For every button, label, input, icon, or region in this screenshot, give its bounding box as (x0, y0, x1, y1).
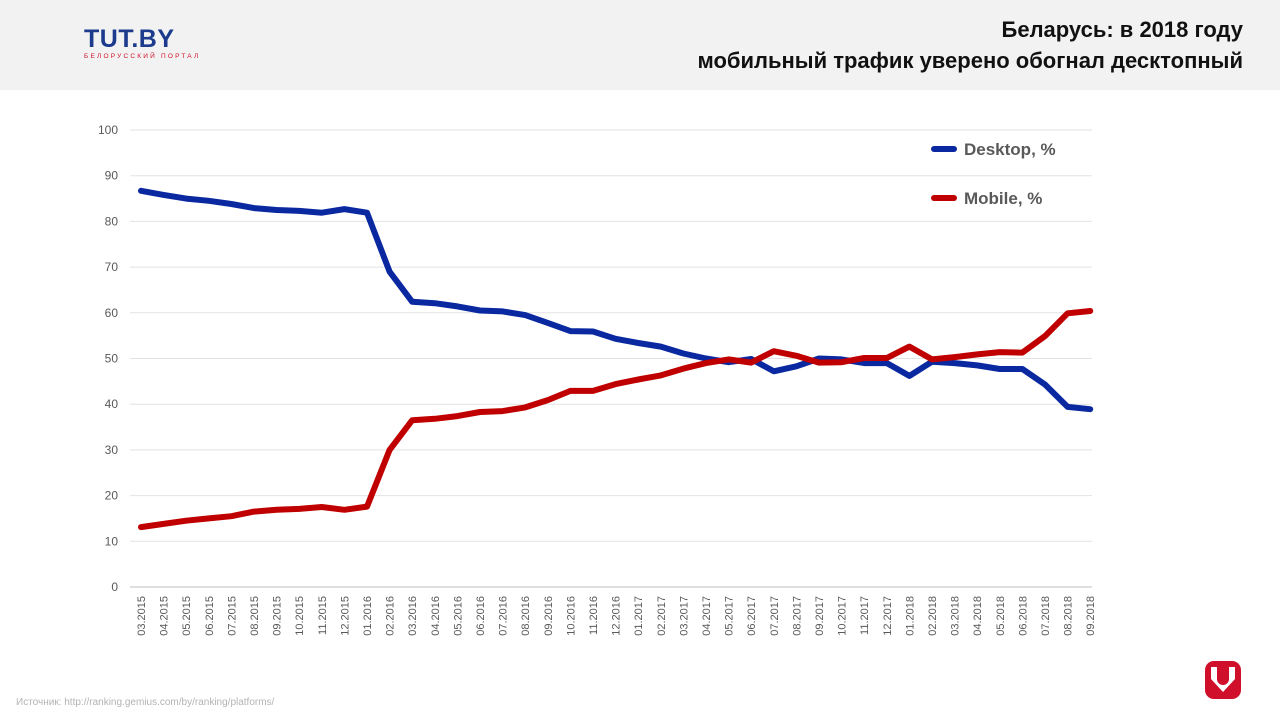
x-tick-label: 05.2015 (181, 596, 193, 636)
x-tick-label: 12.2015 (339, 596, 351, 636)
x-tick-label: 09.2015 (272, 596, 284, 636)
y-tick-label: 10 (105, 534, 119, 548)
x-tick-label: 06.2018 (1017, 596, 1029, 636)
x-tick-label: 11.2015 (317, 596, 329, 635)
y-tick-label: 0 (111, 580, 118, 594)
x-tick-label: 07.2016 (498, 596, 510, 636)
x-tick-label: 03.2015 (136, 596, 148, 636)
line-chart: 0 10 20 30 40 50 60 70 80 90 100 03.2015 04.2015 05.… (98, 123, 1097, 636)
grid-lines (130, 129, 1092, 588)
x-tick-label: 07.2017 (769, 596, 781, 636)
y-tick-label: 50 (105, 352, 119, 366)
y-tick-label: 100 (98, 123, 118, 137)
x-tick-label: 09.2017 (814, 596, 826, 636)
tutby-logo[interactable]: TUT.BY БЕЛОРУССКИЙ ПОРТАЛ (84, 26, 214, 66)
x-tick-label: 11.2017 (859, 596, 871, 635)
x-tick-label: 05.2018 (995, 596, 1007, 636)
y-tick-label: 70 (105, 260, 119, 274)
x-tick-label: 05.2016 (452, 596, 464, 636)
x-tick-label: 07.2018 (1040, 596, 1052, 636)
y-tick-label: 40 (105, 397, 119, 411)
x-tick-label: 02.2016 (385, 596, 397, 636)
x-tick-labels: 03.2015 04.2015 05.2015 06.2015 07.2015 08.20… (136, 596, 1097, 636)
x-tick-label: 01.2018 (904, 596, 916, 636)
x-tick-label: 03.2017 (678, 596, 690, 636)
x-tick-label: 08.2016 (520, 596, 532, 636)
x-tick-label: 06.2015 (204, 596, 216, 636)
x-tick-label: 01.2016 (362, 596, 374, 636)
x-tick-label: 03.2018 (950, 596, 962, 636)
y-tick-label: 90 (105, 169, 119, 183)
x-tick-label: 04.2015 (159, 596, 171, 636)
source-note: Источник: http://ranking.gemius.com/by/r… (16, 697, 275, 708)
x-tick-label: 02.2018 (927, 596, 939, 636)
logo-text: TUT.BY (84, 25, 175, 53)
x-tick-label: 08.2018 (1063, 596, 1075, 636)
x-tick-label: 03.2016 (407, 596, 419, 636)
x-tick-label: 04.2018 (972, 596, 984, 636)
x-tick-label: 10.2015 (294, 596, 306, 636)
y-tick-labels: 0 10 20 30 40 50 60 70 80 90 100 (98, 123, 118, 594)
series-line-mobile (138, 308, 1094, 531)
logo-subtitle: БЕЛОРУССКИЙ ПОРТАЛ (84, 53, 201, 60)
page-title-line-2: мобильный трафик уверено обогнал десктоп… (697, 48, 1243, 73)
x-tick-label: 12.2016 (611, 596, 623, 636)
x-tick-label: 04.2016 (430, 596, 442, 636)
series-line-desktop (138, 187, 1094, 413)
brand-arrow-logo (1205, 661, 1241, 699)
legend-label: Desktop, % (964, 140, 1056, 159)
x-tick-label: 10.2016 (565, 596, 577, 636)
x-tick-label: 12.2017 (882, 596, 894, 636)
x-tick-label: 09.2018 (1085, 596, 1097, 636)
x-tick-label: 11.2016 (588, 596, 600, 635)
x-tick-label: 05.2017 (724, 596, 736, 636)
y-tick-label: 60 (105, 306, 119, 320)
page-title-line-1: Беларусь: в 2018 году (1001, 17, 1243, 42)
x-tick-label: 09.2016 (543, 596, 555, 636)
x-tick-label: 08.2015 (249, 596, 261, 636)
x-tick-label: 01.2017 (633, 596, 645, 636)
y-tick-label: 20 (105, 489, 119, 503)
x-tick-label: 06.2017 (746, 596, 758, 636)
legend: Desktop, % Mobile, % (931, 140, 1056, 208)
x-tick-label: 02.2017 (656, 596, 668, 636)
legend-label: Mobile, % (964, 189, 1042, 208)
y-tick-label: 80 (105, 214, 119, 228)
page-title: Беларусь: в 2018 году мобильный трафик у… (443, 14, 1243, 76)
x-tick-label: 04.2017 (701, 596, 713, 636)
y-tick-label: 30 (105, 443, 119, 457)
header-bar: TUT.BY БЕЛОРУССКИЙ ПОРТАЛ Беларусь: в 20… (0, 0, 1280, 90)
x-tick-label: 10.2017 (837, 596, 849, 636)
x-tick-label: 06.2016 (475, 596, 487, 636)
series-lines (138, 187, 1094, 531)
x-tick-label: 08.2017 (791, 596, 803, 636)
x-tick-label: 07.2015 (226, 596, 238, 636)
